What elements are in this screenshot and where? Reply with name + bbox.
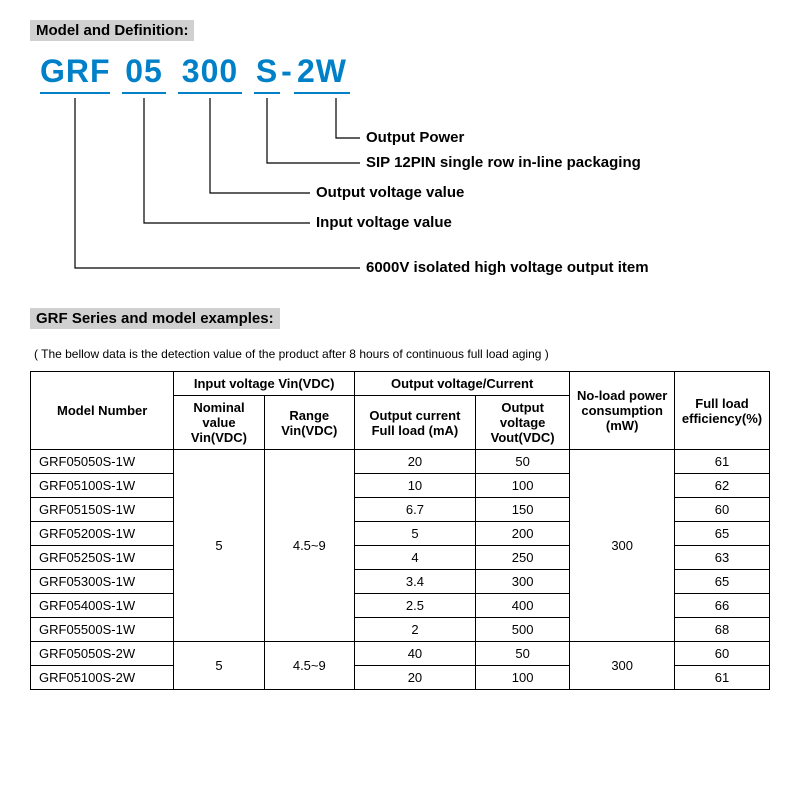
cell-eff: 62 (675, 474, 770, 498)
cell-vout: 400 (475, 594, 569, 618)
cell-current: 40 (354, 642, 475, 666)
cell-noload: 300 (570, 642, 675, 690)
seg-2w: 2W (294, 53, 350, 94)
th-output-voltage: Output voltage Vout(VDC) (475, 396, 569, 450)
cell-eff: 66 (675, 594, 770, 618)
section-header-series: GRF Series and model examples: (30, 308, 280, 329)
cell-model: GRF05100S-1W (31, 474, 174, 498)
cell-current: 4 (354, 546, 475, 570)
th-noload: No-load power consumption (mW) (570, 372, 675, 450)
cell-eff: 65 (675, 522, 770, 546)
cell-current: 20 (354, 666, 475, 690)
cell-eff: 63 (675, 546, 770, 570)
cell-eff: 65 (675, 570, 770, 594)
diagram-label-sip: SIP 12PIN single row in-line packaging (366, 154, 641, 171)
cell-eff: 60 (675, 498, 770, 522)
cell-vout: 100 (475, 666, 569, 690)
seg-grf: GRF (40, 53, 110, 94)
cell-model: GRF05050S-2W (31, 642, 174, 666)
th-input-voltage: Input voltage Vin(VDC) (174, 372, 355, 396)
cell-vout: 200 (475, 522, 569, 546)
cell-eff: 68 (675, 618, 770, 642)
th-range: Range Vin(VDC) (264, 396, 354, 450)
th-model-number: Model Number (31, 372, 174, 450)
cell-model: GRF05500S-1W (31, 618, 174, 642)
th-nominal: Nominal value Vin(VDC) (174, 396, 264, 450)
cell-model: GRF05150S-1W (31, 498, 174, 522)
th-output-vc: Output voltage/Current (354, 372, 569, 396)
cell-vout: 50 (475, 450, 569, 474)
spec-table: Model Number Input voltage Vin(VDC) Outp… (30, 371, 770, 690)
cell-current: 5 (354, 522, 475, 546)
diagram-label-input-voltage: Input voltage value (316, 214, 452, 231)
cell-range: 4.5~9 (264, 642, 354, 690)
diagram-label-output-voltage: Output voltage value (316, 184, 464, 201)
cell-current: 6.7 (354, 498, 475, 522)
cell-model: GRF05250S-1W (31, 546, 174, 570)
diagram-label-isolated: 6000V isolated high voltage output item (366, 259, 649, 276)
model-code: GRF 05 300 S - 2W (40, 53, 770, 94)
cell-vout: 100 (475, 474, 569, 498)
section-header-model-def: Model and Definition: (30, 20, 194, 41)
cell-current: 2 (354, 618, 475, 642)
cell-model: GRF05400S-1W (31, 594, 174, 618)
cell-vout: 150 (475, 498, 569, 522)
series-subnote: ( The bellow data is the detection value… (34, 347, 770, 361)
seg-05: 05 (122, 53, 166, 94)
table-row: GRF05050S-1W 5 4.5~9 20 50 300 61 (31, 450, 770, 474)
cell-vout: 250 (475, 546, 569, 570)
diagram-label-output-power: Output Power (366, 129, 464, 146)
cell-eff: 61 (675, 666, 770, 690)
cell-model: GRF05300S-1W (31, 570, 174, 594)
model-definition-diagram: Output Power SIP 12PIN single row in-lin… (40, 98, 770, 308)
cell-vout: 500 (475, 618, 569, 642)
th-output-current: Output current Full load (mA) (354, 396, 475, 450)
th-efficiency: Full load efficiency(%) (675, 372, 770, 450)
table-row: GRF05050S-2W 5 4.5~9 40 50 300 60 (31, 642, 770, 666)
cell-model: GRF05200S-1W (31, 522, 174, 546)
cell-range: 4.5~9 (264, 450, 354, 642)
cell-current: 3.4 (354, 570, 475, 594)
cell-model: GRF05100S-2W (31, 666, 174, 690)
cell-current: 20 (354, 450, 475, 474)
cell-vout: 50 (475, 642, 569, 666)
seg-s: S (254, 53, 280, 94)
cell-current: 2.5 (354, 594, 475, 618)
cell-model: GRF05050S-1W (31, 450, 174, 474)
cell-vout: 300 (475, 570, 569, 594)
cell-current: 10 (354, 474, 475, 498)
cell-nominal: 5 (174, 642, 264, 690)
cell-nominal: 5 (174, 450, 264, 642)
seg-sep: - (280, 53, 294, 94)
cell-eff: 61 (675, 450, 770, 474)
cell-eff: 60 (675, 642, 770, 666)
seg-300: 300 (178, 53, 242, 94)
cell-noload: 300 (570, 450, 675, 642)
